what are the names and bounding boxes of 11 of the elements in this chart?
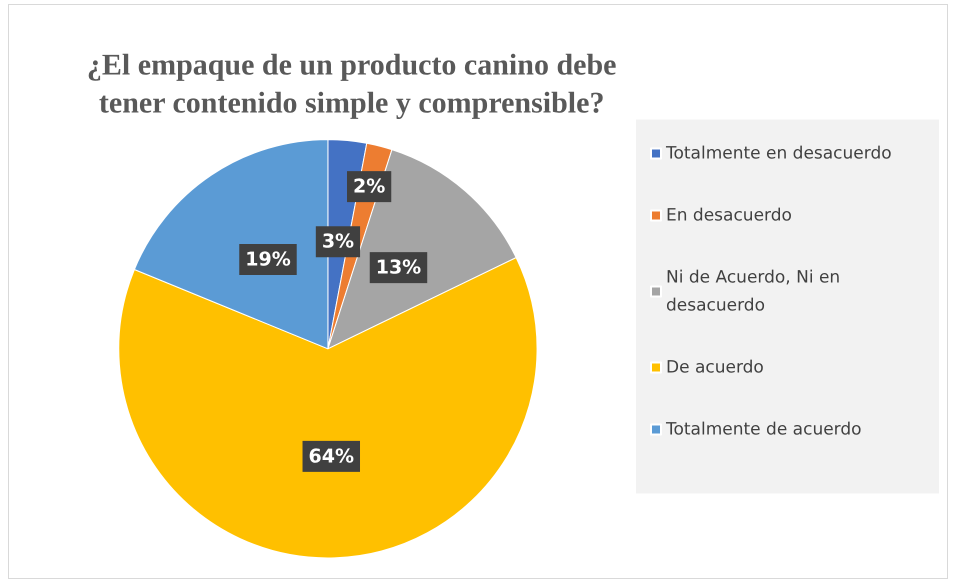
data-label: 64% bbox=[308, 445, 354, 468]
legend-label: Totalmente de acuerdo bbox=[665, 420, 862, 440]
legend-label: De acuerdo bbox=[666, 358, 764, 378]
data-label: 2% bbox=[352, 176, 386, 198]
data-label: 19% bbox=[245, 248, 291, 270]
legend-label: Ni de Acuerdo, Ni en desacuerdo bbox=[666, 268, 846, 316]
legend-label: Totalmente en desacuerdo bbox=[665, 144, 892, 164]
chart-title: ¿El empaque de un producto canino debe tener contenido simple y comprensible? bbox=[86, 48, 616, 120]
legend-label: En desacuerdo bbox=[666, 206, 792, 226]
data-label: 13% bbox=[376, 256, 422, 279]
data-label: 3% bbox=[322, 230, 354, 253]
